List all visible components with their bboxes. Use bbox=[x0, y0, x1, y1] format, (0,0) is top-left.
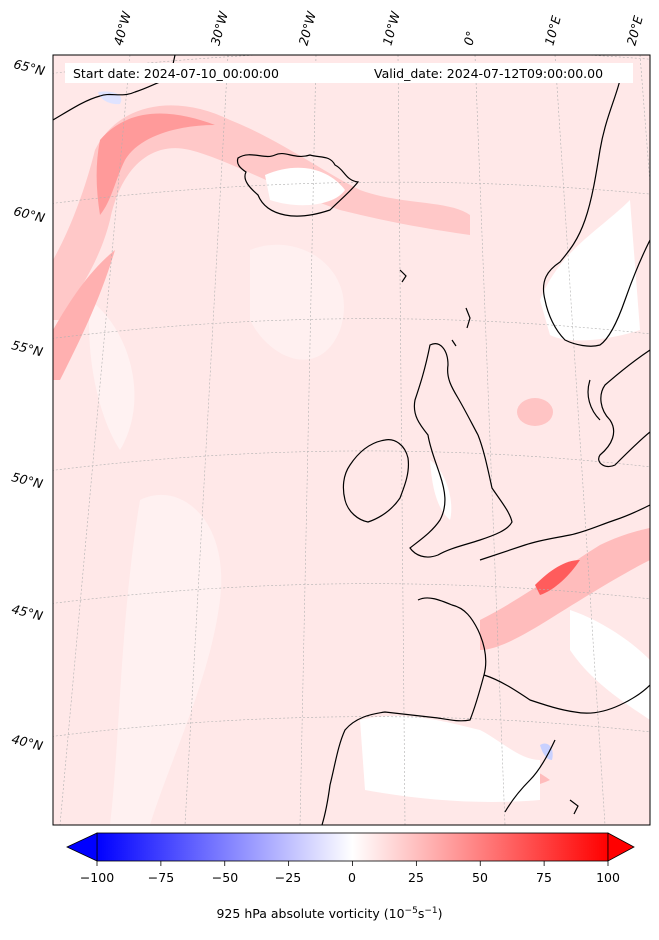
colorbar-tick-label: −50 bbox=[211, 870, 239, 885]
colorbar-tick-label: 50 bbox=[472, 870, 488, 885]
colorbar-extend-min bbox=[66, 832, 98, 862]
colorbar-tick-label: 0 bbox=[348, 870, 356, 885]
colorbar-bar bbox=[96, 832, 609, 862]
colorbar-label-end: ) bbox=[437, 906, 443, 922]
colorbar-label-main: 925 hPa absolute vorticity (10 bbox=[216, 906, 405, 922]
colorbar-tick-label: −25 bbox=[274, 870, 302, 885]
vorticity-field bbox=[53, 55, 650, 825]
colorbar-tick-label: 25 bbox=[408, 870, 424, 885]
colorbar bbox=[66, 832, 635, 866]
longitude-gridlines bbox=[59, 55, 650, 825]
valid-date-label: Valid_date: 2024-07-12T09:00:00.00 bbox=[374, 66, 604, 81]
start-date-label: Start date: 2024-07-10_00:00:00 bbox=[73, 66, 279, 81]
colorbar-tick-label: 100 bbox=[596, 870, 620, 885]
colorbar-label: 925 hPa absolute vorticity (10−5s−1) bbox=[0, 906, 659, 921]
colorbar-label-exp2: −1 bbox=[424, 906, 438, 916]
coastlines bbox=[53, 55, 650, 825]
colorbar-tick-label: −100 bbox=[79, 870, 115, 885]
colorbar-tick-label: 75 bbox=[536, 870, 552, 885]
colorbar-extend-max bbox=[607, 832, 635, 862]
map-frame bbox=[52, 54, 651, 826]
colorbar-tick-label: −75 bbox=[147, 870, 175, 885]
colorbar-label-exp1: −5 bbox=[404, 906, 418, 916]
colorbar-label-mid: s bbox=[417, 906, 425, 922]
header-box bbox=[65, 63, 633, 83]
